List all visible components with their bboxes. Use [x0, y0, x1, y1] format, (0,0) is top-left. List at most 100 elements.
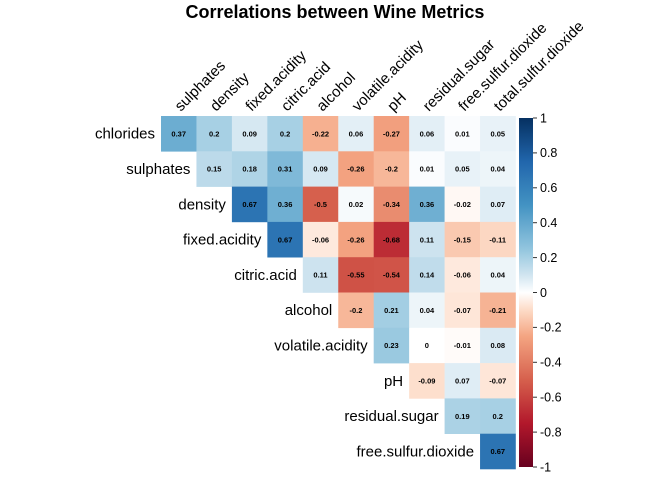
cell-value-label: -0.2: [385, 165, 398, 174]
heatmap-cell: [480, 398, 516, 434]
cell-value-label: 0.21: [384, 306, 399, 315]
heatmap-cell: [373, 257, 410, 293]
heatmap-cell: [409, 292, 445, 329]
colorbar-tick-label: 1: [540, 111, 547, 125]
heatmap-cell: [444, 327, 481, 364]
heatmap-cell: [231, 116, 268, 152]
colorbar-gradient: [519, 118, 533, 467]
colorbar-tick-label: 0.8: [540, 146, 557, 160]
colorbar-tick-label: -1: [540, 460, 551, 474]
heatmap-cell: [231, 151, 268, 187]
heatmap-cell: [480, 433, 516, 470]
heatmap-cell: [444, 257, 481, 293]
cell-value-label: -0.22: [312, 129, 329, 138]
heatmap-cell: [444, 363, 481, 399]
colorbar-legend: 1 0.8 0.6 0.4 0.2 0 -0.2 -0.4 -0.6 -0.8 -1: [519, 111, 562, 474]
cell-value-label: -0.55: [347, 271, 364, 280]
heatmap-cell: [409, 116, 445, 152]
cell-value-label: 0.06: [420, 129, 435, 138]
colorbar-tick-label: -0.6: [540, 391, 562, 405]
cell-value-label: 0.04: [490, 165, 505, 174]
column-labels: sulphatesdensityfixed.aciditycitric.acid…: [172, 18, 588, 115]
cell-value-label: 0.02: [349, 200, 364, 209]
colorbar-tick-label: 0.4: [540, 216, 557, 230]
cell-value-label: 0: [425, 341, 429, 350]
cell-value-label: 0.23: [384, 341, 399, 350]
cell-value-label: 0.67: [242, 200, 257, 209]
heatmap-cell: [409, 363, 445, 399]
heatmap-cell: [338, 151, 374, 187]
heatmap-cell: [302, 116, 339, 152]
cell-value-label: -0.07: [489, 376, 506, 385]
row-label: fixed.acidity: [183, 232, 262, 249]
cell-value-label: 0.18: [242, 165, 257, 174]
heatmap-cell: [409, 257, 445, 293]
heatmap-cell: [196, 151, 233, 187]
row-labels: chlorides sulphates density fixed.acidity ci…: [95, 126, 474, 461]
cell-value-label: 0.07: [490, 200, 505, 209]
cell-value-label: 0.2: [493, 412, 503, 421]
row-label: volatile.acidity: [274, 337, 368, 354]
heatmap-cell: [267, 116, 304, 152]
heatmap-values: 0.37 0.2 0.09 0.2 -0.22 0.06 -0.27 0.06 0.01 0.05…: [171, 129, 506, 456]
cell-value-label: -0.06: [454, 271, 471, 280]
cell-value-label: -0.2: [350, 306, 363, 315]
heatmap-cell: [373, 221, 410, 258]
cell-value-label: -0.34: [383, 200, 401, 209]
heatmap-cell: [444, 151, 481, 187]
cell-value-label: -0.54: [383, 271, 401, 280]
heatmap-cells: [161, 116, 516, 470]
heatmap-cell: [338, 292, 374, 329]
cell-value-label: -0.5: [314, 200, 327, 209]
cell-value-label: 0.67: [490, 447, 505, 456]
cell-value-label: 0.37: [171, 129, 186, 138]
cell-value-label: 0.08: [490, 341, 505, 350]
cell-value-label: -0.21: [489, 306, 506, 315]
heatmap-cell: [409, 151, 445, 187]
cell-value-label: 0.15: [207, 165, 222, 174]
cell-value-label: -0.68: [383, 235, 400, 244]
row-label: chlorides: [95, 126, 155, 143]
heatmap-cell: [409, 186, 445, 223]
row-label: free.sulfur.dioxide: [356, 443, 474, 460]
heatmap-cell: [444, 398, 481, 434]
colorbar-tick-label: 0: [540, 286, 547, 300]
heatmap-cell: [480, 327, 516, 364]
heatmap-cell: [409, 221, 445, 258]
heatmap-cell: [267, 221, 304, 258]
chart-title: Correlations between Wine Metrics: [186, 2, 485, 22]
heatmap-cell: [480, 116, 516, 152]
row-label: sulphates: [126, 161, 190, 178]
cell-value-label: 0.09: [313, 165, 328, 174]
heatmap-cell: [373, 292, 410, 329]
cell-value-label: -0.06: [312, 235, 329, 244]
heatmap-cell: [338, 221, 374, 258]
heatmap-cell: [267, 186, 304, 223]
cell-value-label: 0.09: [242, 129, 257, 138]
cell-value-label: -0.01: [454, 341, 471, 350]
cell-value-label: -0.15: [454, 235, 471, 244]
cell-value-label: 0.05: [455, 165, 470, 174]
heatmap-cell: [373, 116, 410, 152]
cell-value-label: 0.2: [280, 129, 290, 138]
cell-value-label: 0.67: [278, 235, 293, 244]
heatmap-cell: [444, 292, 481, 329]
cell-value-label: -0.26: [347, 165, 364, 174]
heatmap-cell: [409, 327, 445, 364]
cell-value-label: 0.04: [490, 271, 505, 280]
column-label: pH: [384, 89, 410, 115]
cell-value-label: -0.07: [454, 306, 471, 315]
colorbar-tick-label: -0.2: [540, 321, 562, 335]
heatmap-cell: [480, 292, 516, 329]
cell-value-label: -0.02: [454, 200, 471, 209]
cell-value-label: 0.31: [278, 165, 293, 174]
cell-value-label: -0.26: [347, 235, 364, 244]
cell-value-label: 0.19: [455, 412, 470, 421]
cell-value-label: -0.11: [489, 235, 506, 244]
heatmap-cell: [444, 116, 481, 152]
heatmap-cell: [480, 186, 516, 223]
cell-value-label: 0.11: [420, 235, 434, 244]
heatmap-cell: [196, 116, 233, 152]
heatmap-cell: [231, 186, 268, 223]
